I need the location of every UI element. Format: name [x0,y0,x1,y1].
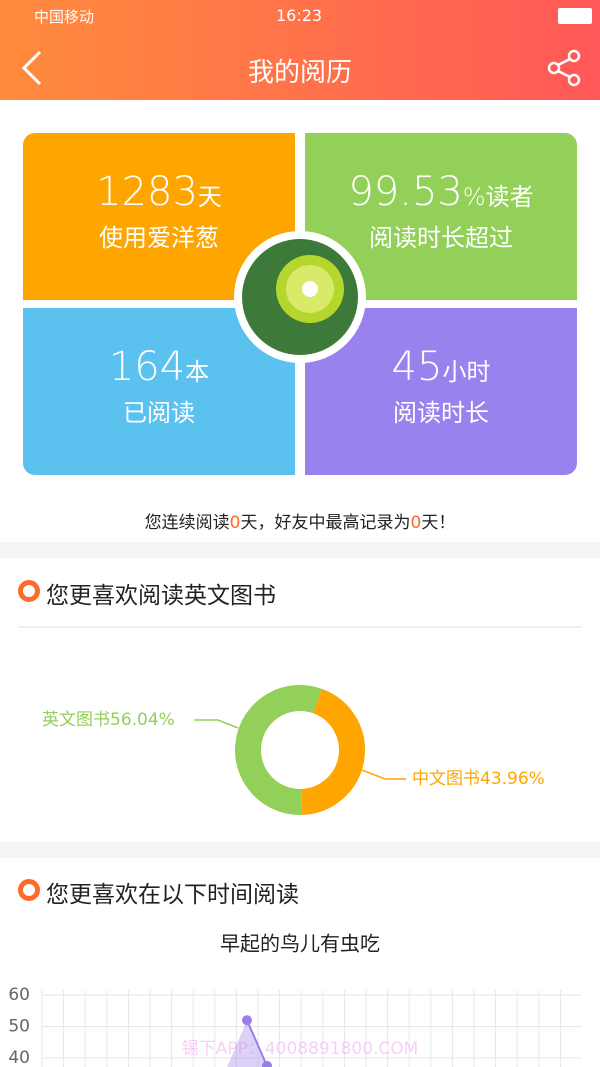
stat-value: 99.53 [348,169,463,215]
header: 中国移动 16:23 我的阅历 [0,0,600,100]
y-tick-label: 60 [8,985,30,1005]
chart-title: 早起的鸟儿有虫吃 [220,932,380,956]
stat-label: 阅读时长 [393,399,489,427]
separator [0,842,600,858]
stat-value: 45 [391,344,443,390]
donut-slice [300,688,365,815]
category-label: 英文图书 [42,710,110,730]
carrier: 中国移动 [34,8,95,26]
y-tick-label: 40 [8,1048,30,1067]
line-chart: 早起的鸟儿有虫吃 40 50 60 [8,932,582,1067]
leader-line [194,719,239,729]
separator [0,542,600,558]
streak-days: 0 [229,513,241,533]
stat-unit: 本 [185,358,210,386]
stat-value: 164 [108,344,186,390]
slice-label: 中文图书43.96% [412,769,545,789]
section-title: 您更喜欢阅读英文图书 [46,583,276,609]
slice-label: 英文图书56.04% [42,710,175,730]
avatar [234,231,366,363]
stat-label: 阅读时长超过 [369,224,513,252]
back-button[interactable] [18,48,48,88]
category-label: 中文图书 [412,769,480,789]
stat-label: 已阅读 [123,399,195,427]
text: 天！ [421,513,456,533]
section-icon [18,580,40,602]
stat-unit: 小时 [442,358,491,386]
divider [18,626,582,628]
line [246,1019,268,1067]
donut-slice [235,685,322,815]
streak-record: 0 [410,513,422,533]
streak-text: 您连续阅读0天，好友中最高记录为0天！ [0,508,600,533]
leader-line [361,769,406,780]
time: 16:23 [276,6,323,25]
donut-chart: 英文图书56.04% 中文图书43.96% [42,685,545,815]
text: 天，好友中最高记录为 [240,513,411,533]
text: 您连续阅读 [144,513,230,533]
value-label: 56.04% [110,710,175,730]
point [262,1060,272,1067]
stat-label: 使用爱洋葱 [99,224,219,252]
y-tick-label: 50 [8,1017,30,1037]
area [227,1020,267,1067]
stat-unit: 天 [197,183,222,211]
page-title: 我的阅历 [247,58,352,88]
stat-unit: %读者 [462,183,534,211]
section-icon [18,879,40,901]
stat-value: 1283 [96,169,198,215]
share-button[interactable] [546,48,586,88]
battery [558,8,592,24]
watermark: 锡下APP：4008891800.COM [181,1039,419,1059]
point [242,1015,252,1026]
value-label: 43.96% [480,769,545,789]
section-title: 您更喜欢在以下时间阅读 [46,882,299,908]
